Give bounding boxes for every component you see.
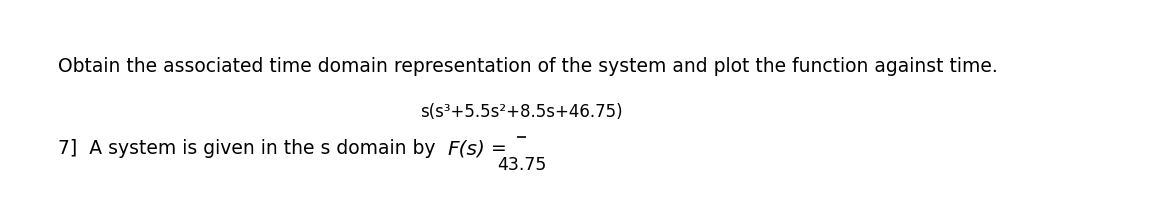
Text: s(s³+5.5s²+8.5s+46.75): s(s³+5.5s²+8.5s+46.75) <box>420 103 622 121</box>
Text: F(s): F(s) <box>447 140 486 158</box>
Text: Obtain the associated time domain representation of the system and plot the func: Obtain the associated time domain repres… <box>58 58 998 77</box>
Text: 43.75: 43.75 <box>497 156 546 174</box>
Text: 7]  A system is given in the s domain by: 7] A system is given in the s domain by <box>58 140 447 158</box>
Text: =: = <box>486 140 514 158</box>
